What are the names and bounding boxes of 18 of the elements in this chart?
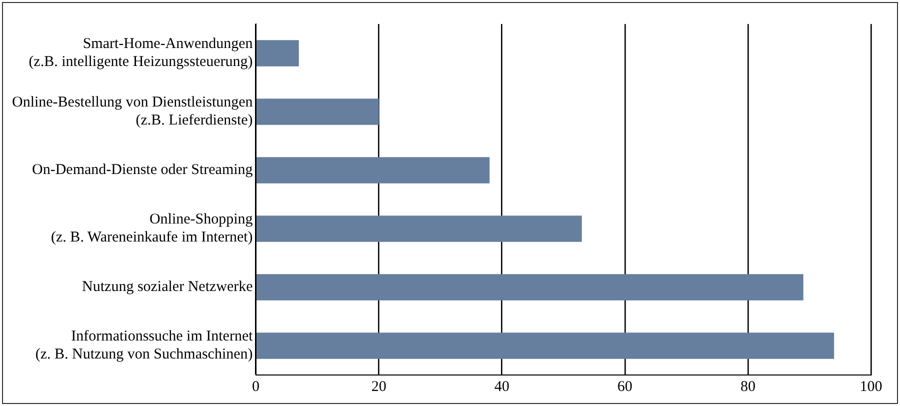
bar <box>256 157 490 184</box>
y-tick-label: Smart-Home-Anwendungen (z.B. intelligente Heizungssteuerung) <box>28 36 254 70</box>
y-tick-label: Informationssuche im Internet (z. B. Nutzung von Suchmaschinen) <box>35 328 254 363</box>
y-tick-label: Online-Shopping (z. B. Wareneinkaufe im Internet) <box>51 212 254 246</box>
x-tick-label: 20 <box>371 378 386 395</box>
x-tick-label: 40 <box>494 378 510 395</box>
bar <box>256 332 834 359</box>
y-tick-label: On-Demand-Dienste oder Streaming <box>32 162 254 178</box>
y-tick-label: Online-Bestellung von Dienstleistungen (z.B. Lieferdienste) <box>12 94 254 129</box>
bar <box>256 98 379 125</box>
x-tick-label: 80 <box>740 378 756 395</box>
bar <box>256 274 804 300</box>
x-tick-label: 0 <box>252 378 260 395</box>
x-tick-label: 60 <box>617 378 632 395</box>
y-tick-label: Nutzung sozialer Netzwerke <box>82 279 254 296</box>
bar <box>256 40 299 66</box>
x-tick-label: 100 <box>860 378 882 395</box>
bar <box>256 216 582 242</box>
